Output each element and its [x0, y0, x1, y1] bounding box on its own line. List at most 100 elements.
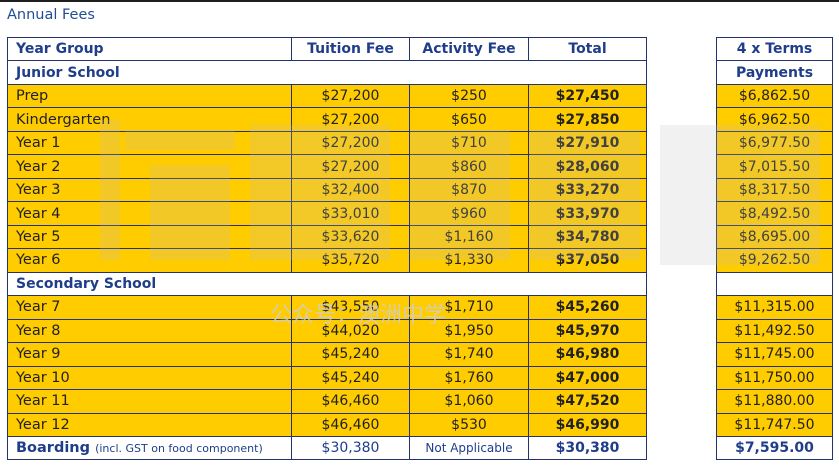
tuition-fee-cell: $27,200: [291, 107, 410, 132]
boarding-label: Boarding: [16, 440, 91, 457]
year-group-cell: Year 7: [7, 295, 292, 320]
year-group-cell: Year 5: [7, 224, 292, 250]
term-payment-row: $8,492.50: [716, 201, 833, 226]
term-payment-cell: $7,595.00: [716, 435, 833, 461]
activity-fee-cell: $1,950: [409, 318, 529, 344]
activity-fee-cell: $1,710: [409, 295, 529, 320]
activity-fee-cell: $870: [409, 177, 529, 203]
activity-fee-cell: $1,160: [409, 224, 529, 250]
side-section-row: [716, 271, 833, 297]
term-payment-cell: $11,750.00: [716, 365, 833, 391]
term-payment-cell: $8,317.50: [716, 177, 833, 203]
term-payment-row: $11,880.00: [716, 389, 833, 414]
year-group-cell: Prep: [7, 83, 292, 109]
total-cell: $27,910: [528, 130, 647, 156]
year-group-cell: Year 4: [7, 201, 292, 226]
section-label: Secondary School: [7, 271, 647, 297]
total-cell: $45,260: [528, 295, 647, 320]
table-row: Year 4 $33,010 $960 $33,970: [7, 201, 647, 226]
term-payment-cell: $11,880.00: [716, 389, 833, 414]
year-group-cell: Year 11: [7, 389, 292, 414]
term-payment-cell: $8,492.50: [716, 201, 833, 226]
term-payment-row: $11,492.50: [716, 318, 833, 344]
tuition-fee-cell: $45,240: [291, 365, 410, 391]
total-cell: $33,270: [528, 177, 647, 203]
term-payment-row: $11,315.00: [716, 295, 833, 320]
page-caption: Annual Fees: [7, 7, 95, 23]
year-group-cell: Year 12: [7, 412, 292, 437]
boarding-cell: Boarding (incl. GST on food component): [7, 435, 292, 461]
tuition-fee-cell: $33,620: [291, 224, 410, 250]
total-cell: $47,520: [528, 389, 647, 414]
year-group-cell: Year 6: [7, 248, 292, 273]
tuition-fee-cell: $45,240: [291, 342, 410, 367]
table-row: Year 1 $27,200 $710 $27,910: [7, 130, 647, 156]
term-payment-row: $9,262.50: [716, 248, 833, 273]
side-section-row: Payments: [716, 60, 833, 85]
total-cell: $46,980: [528, 342, 647, 367]
term-payment-cell: $11,492.50: [716, 318, 833, 344]
year-group-cell: Year 10: [7, 365, 292, 391]
year-group-cell: Year 3: [7, 177, 292, 203]
total-cell: $46,990: [528, 412, 647, 437]
year-group-cell: Kindergarten: [7, 107, 292, 132]
column-header: 4 x Terms: [716, 36, 833, 62]
total-cell: $45,970: [528, 318, 647, 344]
term-payment-cell: $11,745.00: [716, 342, 833, 367]
term-payment-row: $7,015.50: [716, 154, 833, 179]
tuition-fee-cell: $27,200: [291, 83, 410, 109]
column-header: Tuition Fee: [291, 36, 410, 62]
tuition-fee-cell: $32,400: [291, 177, 410, 203]
term-payment-row: $6,977.50: [716, 130, 833, 156]
boarding-term-row: $7,595.00: [716, 435, 833, 461]
activity-fee-cell: $710: [409, 130, 529, 156]
table-row: Year 5 $33,620 $1,160 $34,780: [7, 224, 647, 250]
table-row: Year 12 $46,460 $530 $46,990: [7, 412, 647, 437]
total-cell: $34,780: [528, 224, 647, 250]
section-header-row: Secondary School: [7, 271, 647, 297]
table-row: Kindergarten $27,200 $650 $27,850: [7, 107, 647, 132]
term-payment-cell: $6,862.50: [716, 83, 833, 109]
term-payment-cell: $11,315.00: [716, 295, 833, 320]
table-row: Year 6 $35,720 $1,330 $37,050: [7, 248, 647, 273]
activity-fee-cell: $530: [409, 412, 529, 437]
total-cell: $37,050: [528, 248, 647, 273]
term-payment-row: $8,317.50: [716, 177, 833, 203]
tuition-fee-cell: $46,460: [291, 412, 410, 437]
tuition-fee-cell: $30,380: [291, 435, 410, 461]
side-section-cell: Payments: [716, 60, 833, 85]
activity-fee-cell: $860: [409, 154, 529, 179]
table-row: Year 8 $44,020 $1,950 $45,970: [7, 318, 647, 344]
term-payment-cell: $11,747.50: [716, 412, 833, 437]
activity-fee-cell: $1,330: [409, 248, 529, 273]
table-row: Prep $27,200 $250 $27,450: [7, 83, 647, 109]
activity-fee-cell: $250: [409, 83, 529, 109]
table-row: Year 3 $32,400 $870 $33,270: [7, 177, 647, 203]
tuition-fee-cell: $27,200: [291, 154, 410, 179]
tuition-fee-cell: $43,550: [291, 295, 410, 320]
boarding-row: Boarding (incl. GST on food component) $3…: [7, 435, 647, 461]
activity-fee-cell: $960: [409, 201, 529, 226]
activity-fee-cell: $1,060: [409, 389, 529, 414]
tuition-fee-cell: $44,020: [291, 318, 410, 344]
total-cell: $27,850: [528, 107, 647, 132]
total-cell: $30,380: [528, 435, 647, 461]
table-row: Year 2 $27,200 $860 $28,060: [7, 154, 647, 179]
year-group-cell: Year 1: [7, 130, 292, 156]
table-row: Year 11 $46,460 $1,060 $47,520: [7, 389, 647, 414]
activity-fee-cell: $1,760: [409, 365, 529, 391]
side-section-cell: [716, 271, 833, 297]
total-cell: $47,000: [528, 365, 647, 391]
section-header-row: Junior School: [7, 60, 647, 85]
activity-fee-cell: $1,740: [409, 342, 529, 367]
term-payment-row: $11,745.00: [716, 342, 833, 367]
term-payment-cell: $6,962.50: [716, 107, 833, 132]
term-payment-cell: $7,015.50: [716, 154, 833, 179]
term-payment-cell: $6,977.50: [716, 130, 833, 156]
table-row: Year 7 $43,550 $1,710 $45,260: [7, 295, 647, 320]
term-payment-row: $11,747.50: [716, 412, 833, 437]
total-cell: $28,060: [528, 154, 647, 179]
total-cell: $27,450: [528, 83, 647, 109]
year-group-cell: Year 8: [7, 318, 292, 344]
fees-table: Year Group Tuition Fee Activity Fee Total Ju…: [7, 36, 647, 461]
